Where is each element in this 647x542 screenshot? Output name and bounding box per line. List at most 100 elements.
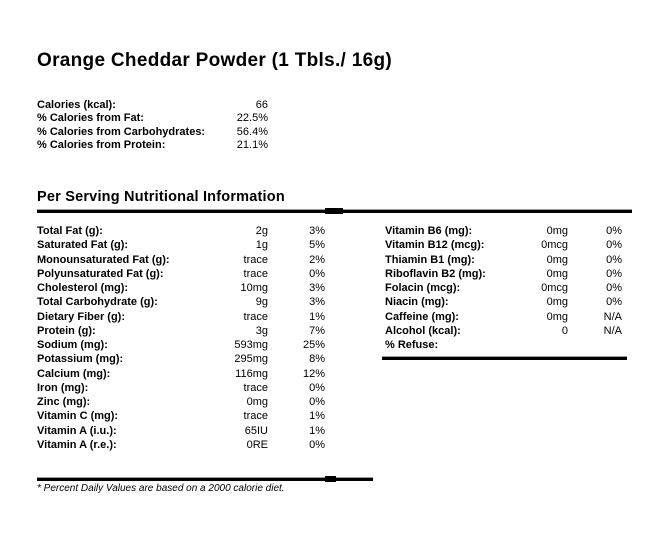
section-heading: Per Serving Nutritional Information bbox=[37, 189, 285, 205]
nutrient-row: Calcium (mg): 116mg 12% bbox=[37, 367, 325, 381]
nutrient-amount: 0mg bbox=[546, 225, 568, 237]
footer-rule bbox=[37, 476, 373, 482]
nutrient-amount: 0mcg bbox=[541, 239, 568, 252]
nutrient-label: Cholesterol (mg): bbox=[37, 282, 129, 294]
nutrient-label: Saturated Fat (g): bbox=[37, 239, 129, 252]
summary-value: 66 bbox=[255, 99, 268, 111]
nutrient-row: Potassium (mg): 295mg 8% bbox=[37, 352, 325, 366]
nutrient-daily-value: 0% bbox=[309, 381, 325, 394]
nutrient-amount: 116mg bbox=[235, 367, 268, 380]
nutrient-daily-value: 0% bbox=[606, 296, 622, 309]
nutrient-row: Niacin (mg): 0mg 0% bbox=[385, 295, 622, 309]
summary-value: 22.5% bbox=[236, 112, 268, 125]
nutrient-label: Iron (mg): bbox=[37, 381, 89, 394]
nutrient-row: Zinc (mg): 0mg 0% bbox=[37, 395, 325, 409]
nutrient-amount: 0mg bbox=[546, 267, 568, 280]
nutrient-daily-value: 5% bbox=[309, 239, 325, 252]
nutrient-amount: 0mcg bbox=[541, 282, 568, 294]
nutrient-amount: 0 bbox=[561, 324, 568, 337]
nutrient-label: % Refuse: bbox=[385, 339, 439, 351]
nutrient-label: Dietary Fiber (g): bbox=[37, 310, 126, 323]
nutrient-daily-value: 3% bbox=[309, 296, 325, 309]
nutrient-table-right: Vitamin B6 (mg): 0mg 0% Vitamin B12 (mcg… bbox=[385, 224, 622, 352]
summary-label: % Calories from Fat: bbox=[37, 112, 144, 125]
nutrient-label: Vitamin A (i.u.): bbox=[37, 424, 117, 437]
nutrient-row: Iron (mg): trace 0% bbox=[37, 381, 325, 395]
rule-overlap-mark bbox=[325, 208, 343, 214]
nutrient-amount: trace bbox=[243, 410, 268, 423]
nutrient-row: Riboflavin B2 (mg): 0mg 0% bbox=[385, 267, 622, 281]
nutrient-row: Cholesterol (mg): 10mg 3% bbox=[37, 281, 325, 295]
nutrient-daily-value: 0% bbox=[309, 396, 325, 408]
nutrient-amount: 3g bbox=[255, 324, 268, 337]
summary-label: % Calories from Carbohydrates: bbox=[37, 125, 206, 138]
nutrient-row: Vitamin C (mg): trace 1% bbox=[37, 409, 325, 423]
nutrient-daily-value: 3% bbox=[309, 225, 325, 237]
nutrient-daily-value: 1% bbox=[309, 310, 325, 323]
right-table-bottom-rule bbox=[382, 356, 627, 360]
nutrient-label: Calcium (mg): bbox=[37, 367, 111, 380]
nutrient-label: Alcohol (kcal): bbox=[385, 324, 461, 337]
nutrient-row: % Refuse: bbox=[385, 338, 622, 352]
nutrient-label: Riboflavin B2 (mg): bbox=[385, 267, 486, 280]
nutrient-label: Zinc (mg): bbox=[37, 396, 91, 408]
nutrient-row: Alcohol (kcal): 0 N/A bbox=[385, 324, 622, 338]
footnote: * Percent Daily Values are based on a 20… bbox=[37, 483, 285, 494]
nutrient-row: Dietary Fiber (g): trace 1% bbox=[37, 310, 325, 324]
rule-overlap-mark bbox=[325, 476, 336, 482]
nutrient-label: Thiamin B1 (mg): bbox=[385, 253, 475, 266]
nutrient-label: Vitamin C (mg): bbox=[37, 410, 119, 423]
nutrient-row: Saturated Fat (g): 1g 5% bbox=[37, 238, 325, 252]
nutrient-label: Protein (g): bbox=[37, 324, 96, 337]
nutrient-daily-value: 2% bbox=[309, 253, 325, 266]
nutrient-daily-value: 0% bbox=[309, 267, 325, 280]
nutrient-table-left: Total Fat (g): 2g 3% Saturated Fat (g): … bbox=[37, 224, 325, 452]
nutrient-row: Polyunsaturated Fat (g): trace 0% bbox=[37, 267, 325, 281]
nutrient-daily-value: N/A bbox=[603, 324, 622, 337]
nutrient-daily-value: 7% bbox=[309, 324, 325, 337]
calorie-summary: Calories (kcal): 66 % Calories from Fat:… bbox=[37, 99, 268, 153]
nutrient-amount: trace bbox=[243, 267, 268, 280]
nutrient-daily-value: 0% bbox=[606, 267, 622, 280]
nutrient-amount: 9g bbox=[255, 296, 268, 309]
nutrient-label: Caffeine (mg): bbox=[385, 310, 459, 323]
nutrient-label: Vitamin A (r.e.): bbox=[37, 438, 117, 451]
nutrient-row: Vitamin A (r.e.): 0RE 0% bbox=[37, 438, 325, 452]
nutrient-amount: 295mg bbox=[234, 353, 268, 366]
nutrient-daily-value: 0% bbox=[606, 239, 622, 252]
nutrient-amount: 0RE bbox=[246, 438, 268, 451]
nutrient-label: Potassium (mg): bbox=[37, 353, 124, 366]
nutrient-daily-value: 1% bbox=[309, 424, 325, 437]
summary-label: Calories (kcal): bbox=[37, 99, 116, 111]
nutrient-label: Polyunsaturated Fat (g): bbox=[37, 267, 164, 280]
nutrient-daily-value: 12% bbox=[302, 367, 325, 380]
nutrient-amount: 593mg bbox=[234, 339, 268, 351]
nutrient-amount: trace bbox=[243, 310, 268, 323]
nutrient-amount: 65IU bbox=[244, 424, 268, 437]
nutrient-daily-value: N/A bbox=[603, 310, 622, 323]
nutrient-label: Vitamin B6 (mg): bbox=[385, 225, 473, 237]
nutrient-amount: 10mg bbox=[240, 282, 268, 294]
nutrient-daily-value: 25% bbox=[302, 339, 325, 351]
nutrient-row: Vitamin A (i.u.): 65IU 1% bbox=[37, 424, 325, 438]
nutrient-row: Thiamin B1 (mg): 0mg 0% bbox=[385, 253, 622, 267]
nutrient-amount: 0mg bbox=[546, 253, 568, 266]
nutrient-label: Total Fat (g): bbox=[37, 225, 103, 237]
nutrient-amount: 0mg bbox=[546, 296, 568, 309]
nutrient-daily-value: 0% bbox=[606, 282, 622, 294]
nutrient-amount: 2g bbox=[255, 225, 268, 237]
summary-row: Calories (kcal): 66 bbox=[37, 99, 268, 112]
summary-value: 56.4% bbox=[236, 125, 268, 138]
nutrient-daily-value: 1% bbox=[309, 410, 325, 423]
nutrient-label: Folacin (mcg): bbox=[385, 282, 461, 294]
nutrient-amount: 0mg bbox=[246, 396, 268, 408]
summary-row: % Calories from Protein: 21.1% bbox=[37, 139, 268, 152]
nutrient-daily-value: 0% bbox=[309, 438, 325, 451]
nutrient-label: Monounsaturated Fat (g): bbox=[37, 253, 170, 266]
nutrient-daily-value: 0% bbox=[606, 253, 622, 266]
nutrient-label: Total Carbohydrate (g): bbox=[37, 296, 158, 309]
summary-label: % Calories from Protein: bbox=[37, 139, 166, 152]
page-title: Orange Cheddar Powder (1 Tbls./ 16g) bbox=[37, 50, 392, 71]
nutrient-amount: 0mg bbox=[546, 310, 568, 323]
